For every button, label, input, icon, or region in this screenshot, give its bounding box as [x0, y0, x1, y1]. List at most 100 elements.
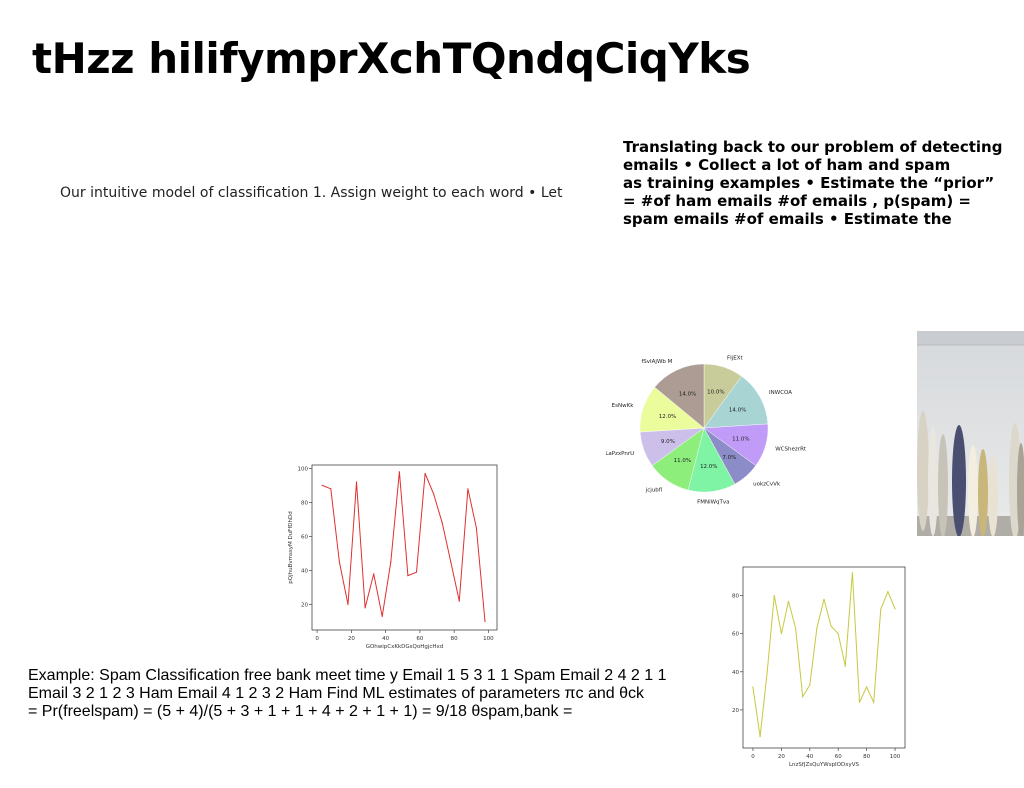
data-point — [802, 695, 804, 698]
data-point — [759, 735, 761, 738]
data-point — [373, 573, 375, 575]
data-point — [475, 527, 478, 529]
pie-slice — [654, 363, 705, 429]
data-point — [424, 472, 426, 475]
data-point — [752, 686, 754, 688]
data-point — [364, 607, 366, 609]
slide-title: tHzz hilifymprXchTQndqCiqYks — [32, 34, 751, 83]
pie-category-label: FIjEXt — [727, 355, 744, 361]
example-line: = Pr(freelspam) = (5 + 4)/(5 + 3 + 1 + 1… — [28, 703, 573, 720]
pie-value-label: 12.0% — [700, 464, 717, 470]
x-axis-label: LnzSfJZsQuYWspIODxyVS — [789, 762, 860, 768]
right-text-line: = #of ham emails #of emails , p(spam) = — [623, 192, 971, 210]
pie-value-label: 11.0% — [732, 437, 749, 443]
line-chart-yellow: 0 20 40 60 80 10020406080LnzSfJZsQuYWspIODxyV… — [724, 566, 906, 768]
x-tick-label: 100 — [483, 636, 494, 642]
data-point — [809, 684, 811, 686]
data-point — [381, 615, 383, 617]
data-point — [794, 627, 797, 629]
right-text-line: emails • Collect a lot of ham and spam — [623, 156, 951, 174]
data-point — [321, 484, 323, 487]
y-tick-label: 40 — [301, 568, 308, 574]
pie-category-label: WCShezrRt — [775, 447, 806, 453]
data-point — [816, 627, 818, 629]
data-point — [830, 625, 832, 627]
x-tick-label: 80 — [451, 636, 458, 642]
data-point — [390, 561, 392, 563]
data-point — [880, 608, 882, 610]
line-chart-red: 0 20 40 60 80 100 20 40 60 80 100 GOhwipCxKkDGsQoHg… — [288, 464, 498, 650]
x-tick-label: 0 — [315, 636, 319, 642]
data-point — [766, 671, 768, 673]
data-point — [858, 701, 861, 703]
data-point — [433, 493, 435, 495]
y-tick-label: 40 — [732, 670, 739, 676]
data-point — [851, 572, 854, 574]
data-point — [338, 561, 341, 563]
data-point — [484, 620, 486, 623]
x-tick-label: 20 — [778, 754, 785, 760]
right-text-line: Translating back to our problem of detec… — [623, 138, 1003, 156]
pie-category-label: uokzCvVk — [753, 482, 781, 488]
pie-category-label: FMNiWqTva — [697, 500, 729, 506]
x-tick-label: 60 — [835, 754, 842, 760]
data-point — [866, 686, 868, 688]
x-tick-label: 40 — [806, 754, 813, 760]
data-point — [887, 591, 889, 593]
surfboards-photo — [917, 331, 1024, 536]
pie-category-label: jcjubfl — [645, 487, 663, 493]
y-tick-label: 20 — [301, 602, 308, 608]
pie-category-label: INWCOA — [769, 390, 792, 396]
data-point — [441, 522, 443, 524]
pie-chart: 10.0% FIjEXt 14.0% INWCOA 11.0% WCShezrRt 7.0%… — [606, 355, 806, 506]
data-point — [330, 488, 332, 490]
intro-text: Our intuitive model of classification 1.… — [60, 185, 563, 201]
data-point — [837, 633, 839, 635]
pie-value-label: 14.0% — [679, 391, 696, 397]
example-line: Example: Spam Classification free bank m… — [28, 667, 667, 684]
data-point — [823, 598, 825, 600]
y-tick-label: 80 — [732, 594, 739, 600]
pie-category-label: fSvIAjWb M — [641, 359, 672, 365]
y-tick-label: 80 — [301, 500, 308, 506]
plot-frame — [311, 464, 498, 631]
x-tick-label: 40 — [382, 636, 389, 642]
pie-value-label: 9.0% — [661, 439, 675, 445]
pie-category-label: EsNwKk — [612, 403, 635, 409]
pie-slice — [703, 375, 769, 429]
y-tick-label: 100 — [298, 466, 309, 472]
data-point — [347, 603, 349, 606]
data-point — [773, 594, 775, 597]
x-axis-label: GOhwipCxKkDGsQoHgjcHxd — [366, 644, 444, 650]
y-axis-label: uPgacGqMcwurQsLcHzIa — [724, 624, 725, 692]
data-series-line — [752, 572, 896, 737]
data-series-line — [322, 471, 486, 622]
data-point — [415, 571, 418, 573]
data-point — [787, 600, 790, 602]
right-text-block: Translating back to our problem of detec… — [623, 138, 1023, 228]
example-line: Email 3 2 1 2 3 Ham Email 4 1 2 3 2 Ham … — [28, 685, 645, 702]
y-axis-label: pQjhuBvmssyM DuFfDhDd — [288, 511, 294, 583]
x-tick-label: 20 — [348, 636, 355, 642]
y-tick-label: 20 — [732, 708, 739, 714]
data-point — [780, 633, 782, 635]
x-tick-label: 100 — [890, 754, 901, 760]
x-tick-label: 80 — [863, 754, 870, 760]
pie-value-label: 10.0% — [707, 389, 724, 395]
data-point — [873, 701, 875, 703]
pie-value-label: 14.0% — [729, 408, 746, 414]
y-tick-label: 60 — [732, 632, 739, 638]
plot-frame — [742, 566, 906, 749]
x-tick-label: 0 — [751, 754, 755, 760]
data-point — [450, 561, 452, 563]
right-text-line: as training examples • Estimate the “pri… — [623, 174, 995, 192]
pie-value-label: 11.0% — [674, 458, 691, 464]
data-point — [398, 471, 400, 473]
example-text-block: Example: Spam Classification free bank m… — [28, 667, 667, 721]
data-point — [458, 600, 460, 602]
data-point — [844, 665, 846, 667]
right-text-line: spam emails #of emails • Estimate the — [623, 210, 952, 228]
pie-value-label: 7.0% — [722, 455, 736, 461]
data-point — [894, 608, 896, 610]
pie-value-label: 12.0% — [659, 414, 676, 420]
